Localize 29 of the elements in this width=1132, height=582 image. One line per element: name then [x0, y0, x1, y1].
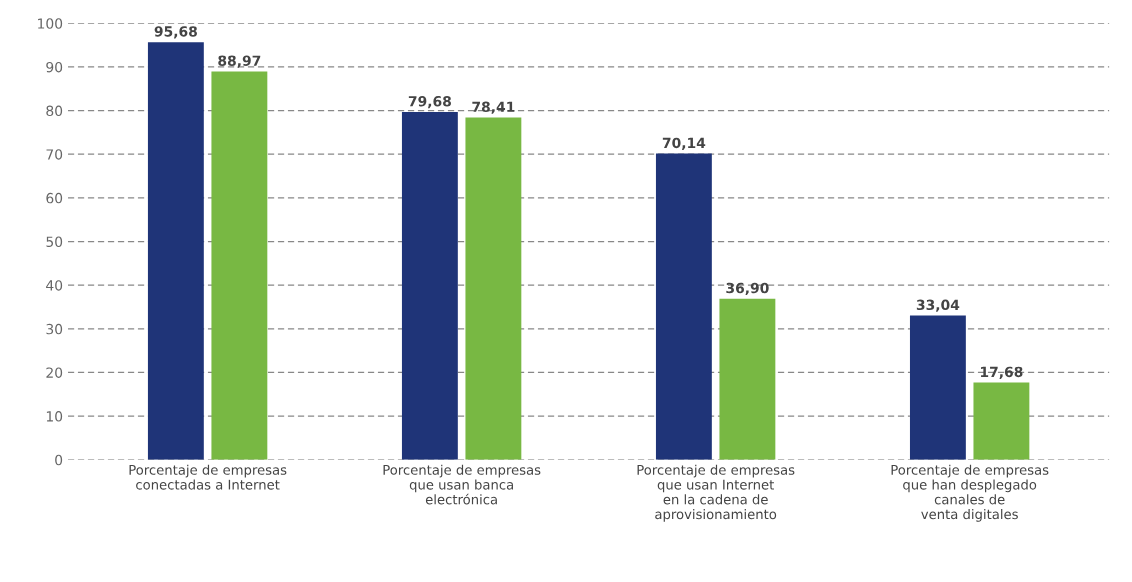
data-label: 79,68	[408, 96, 451, 109]
bar	[719, 298, 776, 460]
y-tick-label: 90	[46, 61, 63, 73]
bar	[211, 71, 268, 460]
data-label: 88,97	[218, 55, 261, 68]
x-tick-label: Porcentaje de empresas que han desplegado canales de venta digitales	[891, 464, 1049, 522]
bar	[973, 382, 1030, 460]
y-tick-label: 60	[46, 192, 63, 204]
data-label: 70,14	[662, 137, 706, 150]
bar	[909, 315, 966, 460]
y-tick-label: 0	[55, 454, 63, 466]
y-tick-label: 30	[46, 323, 63, 335]
data-label: 36,90	[726, 282, 769, 296]
y-tick-label: 40	[46, 280, 63, 291]
data-label: 33,04	[916, 299, 960, 312]
bar	[147, 42, 204, 460]
y-tick-label: 70	[46, 149, 63, 160]
bar	[401, 111, 458, 460]
y-tick-label: 20	[46, 367, 63, 378]
y-tick-label: 100	[38, 18, 63, 29]
x-tick-label: Porcentaje de empresas que usan banca electrónica	[383, 464, 541, 505]
y-tick-label: 50	[46, 236, 63, 247]
bar	[465, 117, 522, 460]
data-label: 95,68	[154, 26, 197, 39]
y-tick-label: 80	[46, 105, 63, 117]
x-tick-label: Porcentaje de empresas que usan Internet en la cadena de aprovisionamiento	[637, 464, 795, 522]
x-tick-label: Porcentaje de empresas conectadas a Internet	[129, 464, 287, 490]
y-tick-label: 10	[46, 411, 63, 422]
bar	[655, 153, 712, 460]
